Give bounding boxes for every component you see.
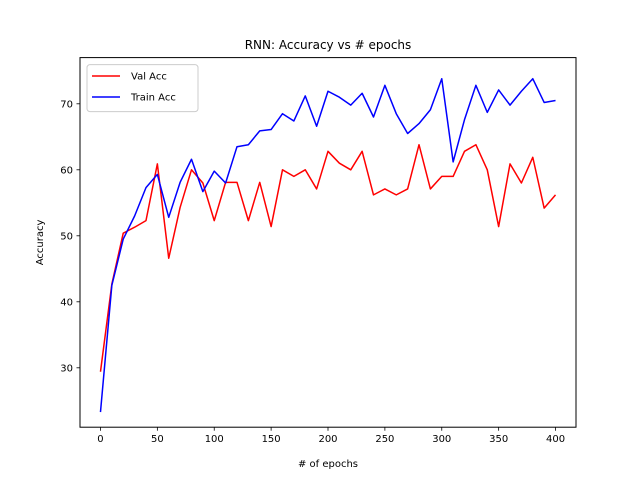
x-tick-label: 250 xyxy=(375,434,394,445)
series-line-val-acc xyxy=(99,143,557,372)
series-layer xyxy=(99,77,557,413)
x-tick-label: 100 xyxy=(205,434,224,445)
legend-label-train-acc: Train Acc xyxy=(130,93,176,104)
x-tick-label: 200 xyxy=(318,434,337,445)
y-tick-label: 40 xyxy=(60,297,73,308)
x-tick-label: 400 xyxy=(546,434,565,445)
y-tick-label: 60 xyxy=(60,165,73,176)
y-tick-label: 50 xyxy=(60,231,73,242)
x-tick-label: 0 xyxy=(97,434,103,445)
x-axis-label: # of epochs xyxy=(298,459,358,470)
chart-title: RNN: Accuracy vs # epochs xyxy=(245,38,412,52)
y-axis: 30 40 50 60 70 xyxy=(60,99,80,374)
legend-label-val-acc: Val Acc xyxy=(131,72,167,83)
legend-entries: Val Acc Train Acc xyxy=(92,72,176,104)
y-tick-label: 30 xyxy=(60,363,73,374)
x-tick-label: 50 xyxy=(151,434,164,445)
x-tick-label: 150 xyxy=(262,434,281,445)
series-line-train-acc xyxy=(99,77,556,413)
x-tick-label: 350 xyxy=(489,434,508,445)
x-axis: 0 50 100 150 200 250 300 350 400 xyxy=(97,427,565,445)
y-axis-label: Accuracy xyxy=(35,219,46,265)
legend: Val Acc Train Acc xyxy=(86,64,199,113)
y-tick-label: 70 xyxy=(60,99,73,110)
x-tick-label: 300 xyxy=(432,434,451,445)
